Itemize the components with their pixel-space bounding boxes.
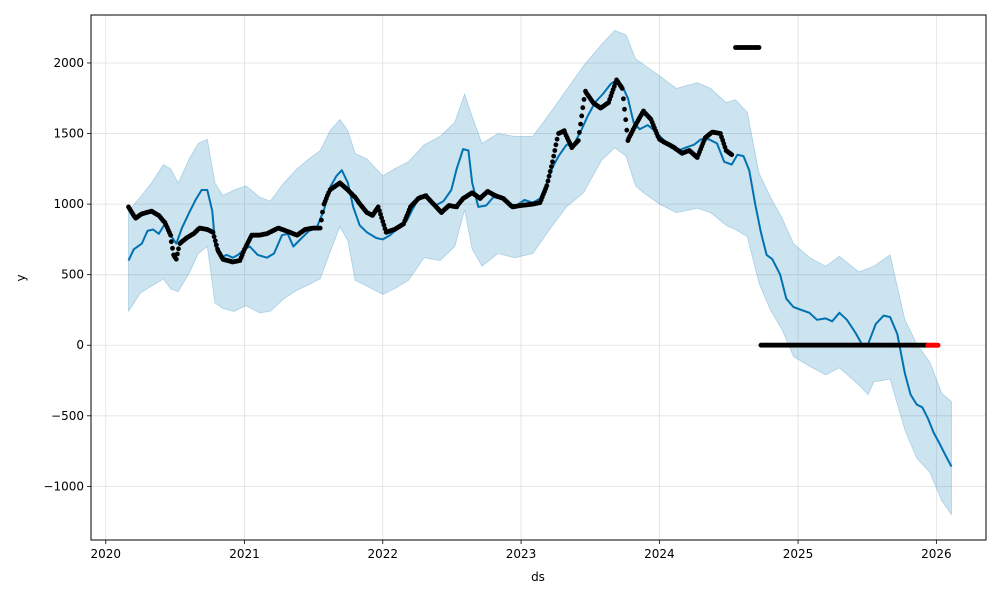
observed-point <box>377 208 382 214</box>
observed-point <box>621 96 626 102</box>
x-axis-label: ds <box>531 570 545 584</box>
observed-point <box>580 105 586 111</box>
plot-background <box>91 15 986 540</box>
y-axis-label: y <box>14 274 28 281</box>
observed-point <box>547 169 553 174</box>
observed-point <box>175 251 180 257</box>
observed-point <box>173 256 179 262</box>
observed-point <box>546 173 552 179</box>
observed-point <box>549 164 554 170</box>
observed-point <box>622 106 627 112</box>
observed-point <box>550 159 555 165</box>
observed-point <box>729 152 735 158</box>
uncertainty-band-area <box>128 30 952 516</box>
x-tick-label: 2022 <box>367 547 398 561</box>
observed-points <box>126 45 930 348</box>
y-tick-label: −1000 <box>43 479 84 493</box>
observed-point <box>579 113 585 119</box>
observed-point <box>577 130 582 135</box>
x-tick-label: 2021 <box>229 547 260 561</box>
observed-point <box>319 217 324 223</box>
uncertainty-band <box>128 30 952 516</box>
observed-point <box>380 219 386 224</box>
observed-point <box>544 183 550 189</box>
observed-point <box>210 229 216 235</box>
observed-point <box>320 209 325 215</box>
y-tick-label: 1500 <box>53 127 84 141</box>
x-tick-label: 2020 <box>91 547 122 561</box>
observed-point <box>379 215 384 221</box>
y-tick-label: 1000 <box>53 197 84 211</box>
x-axis-ticks: 2020 2021 2022 2023 2024 2025 2026 <box>91 540 952 561</box>
y-tick-label: 2000 <box>53 56 84 70</box>
observed-point <box>212 238 218 244</box>
observed-point <box>623 117 629 123</box>
observed-point <box>214 242 219 248</box>
y-tick-label: 0 <box>76 338 84 352</box>
observed-point <box>168 232 174 238</box>
observed-point <box>375 204 381 210</box>
observed-point <box>554 136 560 142</box>
observed-point <box>551 153 557 159</box>
y-axis-ticks: −1000 −500 0 500 1000 1500 2000 <box>43 56 91 493</box>
observed-point <box>581 97 587 102</box>
observed-point <box>317 225 323 231</box>
highlighted-point <box>935 342 941 348</box>
observed-point <box>211 234 217 240</box>
observed-point <box>575 138 581 144</box>
x-tick-label: 2025 <box>783 547 814 561</box>
y-tick-label: −500 <box>51 409 84 423</box>
observed-point <box>176 246 181 252</box>
observed-point <box>553 142 559 148</box>
observed-point <box>168 239 174 245</box>
y-tick-label: 500 <box>61 268 84 282</box>
observed-point <box>378 211 383 217</box>
observed-point <box>545 178 551 184</box>
observed-point <box>170 245 175 251</box>
x-tick-label: 2024 <box>644 547 675 561</box>
x-tick-label: 2026 <box>921 547 952 561</box>
observed-point <box>624 127 630 133</box>
observed-point <box>756 45 762 50</box>
highlighted-points <box>925 342 941 348</box>
plot-frame <box>90 14 987 541</box>
observed-point <box>552 148 558 153</box>
observed-point <box>381 222 387 228</box>
observed-point <box>619 86 625 91</box>
x-tick-label: 2023 <box>506 547 537 561</box>
observed-point <box>578 121 583 127</box>
